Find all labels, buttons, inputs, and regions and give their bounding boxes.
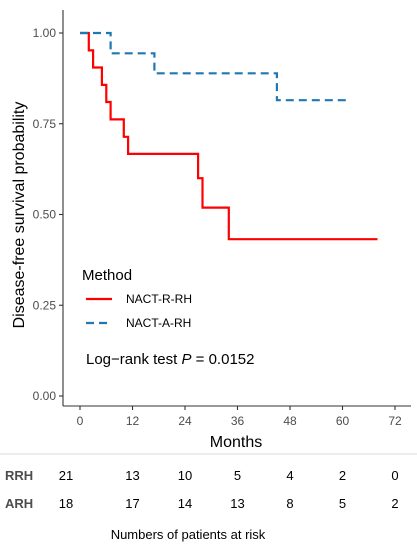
x-axis-title: Months — [210, 434, 262, 451]
y-tick-label: 0.25 — [33, 298, 57, 312]
risk-count: 2 — [391, 496, 398, 511]
risk-count: 18 — [59, 496, 73, 511]
legend-label-nact-a-rh: NACT-A-RH — [126, 316, 191, 330]
y-axis-title: Disease-free survival probability — [11, 102, 28, 329]
risk-count: 13 — [230, 496, 244, 511]
logrank-p-symbol: P — [181, 351, 191, 368]
risk-count: 2 — [339, 468, 346, 483]
x-tick-label: 0 — [77, 414, 84, 428]
series-line-nact-r-rh — [80, 31, 378, 241]
risk-count: 10 — [178, 468, 192, 483]
risk-count: 0 — [391, 468, 398, 483]
legend-title: Method — [82, 267, 132, 284]
risk-row-label: ARH — [5, 496, 33, 511]
risk-count: 5 — [234, 468, 241, 483]
risk-count: 14 — [178, 496, 192, 511]
legend-label-nact-r-rh: NACT-R-RH — [126, 292, 192, 306]
risk-count: 4 — [286, 468, 293, 483]
y-ticks: 0.00 0.25 0.50 0.75 1.00 — [33, 26, 63, 403]
logrank-prefix: Log−rank test — [86, 351, 181, 368]
risk-row-label: RRH — [5, 468, 33, 483]
x-tick-label: 48 — [283, 414, 297, 428]
risk-count: 21 — [59, 468, 73, 483]
risk-count: 17 — [125, 496, 139, 511]
y-tick-label: 0.00 — [33, 389, 57, 403]
x-ticks: 0 12 24 36 48 60 72 — [77, 406, 402, 428]
logrank-value: = 0.0152 — [192, 351, 255, 368]
risk-count: 8 — [286, 496, 293, 511]
y-tick-label: 1.00 — [33, 26, 57, 40]
series-layer — [80, 31, 378, 241]
logrank-annotation: Log−rank test P = 0.0152 — [86, 351, 254, 368]
risk-table: RRH 21 13 10 5 4 2 0 ARH 18 17 14 13 8 5 2 — [5, 468, 399, 511]
series-line-nact-a-rh — [80, 31, 347, 102]
y-tick-label: 0.50 — [33, 208, 57, 222]
legend: Method NACT-R-RH NACT-A-RH — [82, 267, 192, 330]
x-tick-label: 12 — [126, 414, 140, 428]
risk-count: 13 — [125, 468, 139, 483]
x-tick-label: 72 — [388, 414, 402, 428]
y-tick-label: 0.75 — [33, 117, 57, 131]
x-tick-label: 60 — [336, 414, 350, 428]
risk-count: 5 — [339, 496, 346, 511]
risk-table-title: Numbers of patients at risk — [111, 527, 266, 542]
x-tick-label: 24 — [178, 414, 192, 428]
x-tick-label: 36 — [231, 414, 245, 428]
